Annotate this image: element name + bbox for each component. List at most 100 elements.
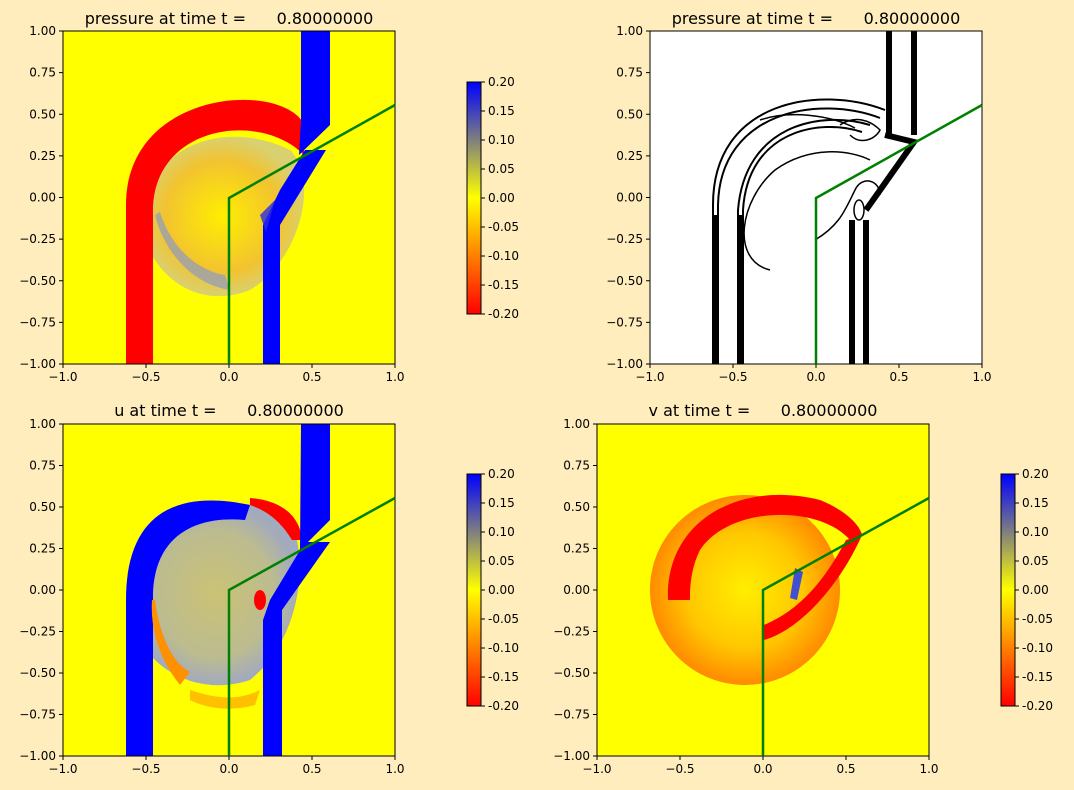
colorbar-tick-label: 0.10: [1022, 525, 1049, 539]
contour-ellipse: [853, 199, 865, 221]
y-tick-label: 1.00: [29, 24, 56, 38]
x-tick-label: −1.0: [635, 370, 664, 384]
colorbar-tick-label: -0.05: [1022, 612, 1053, 626]
y-tick-label: −1.00: [19, 749, 56, 763]
x-axis: −1.0 −0.5 0.0 0.5 1.0: [48, 756, 405, 776]
colorbar-tick-label: 0.00: [1022, 583, 1049, 597]
y-tick-label: 0.75: [29, 66, 56, 80]
y-tick-label: 0.00: [563, 583, 590, 597]
y-tick-label: 0.25: [563, 542, 590, 556]
colorbar-gradient: [466, 473, 482, 707]
pressure-wave-red: [126, 99, 304, 364]
y-tick-label: 1.00: [563, 417, 590, 431]
x-axis: −1.0 −0.5 0.0 0.5 1.0: [635, 364, 992, 384]
y-tick-label: 1.00: [616, 24, 643, 38]
y-tick-label: −1.00: [553, 749, 590, 763]
colorbar-tick-label: 0.10: [488, 133, 515, 147]
x-tick-label: 1.0: [385, 370, 404, 384]
x-axis: −1.0 −0.5 0.0 0.5 1.0: [48, 364, 405, 384]
colorbar-tick-label: -0.10: [488, 641, 519, 655]
disturbance-disc: [130, 502, 300, 686]
y-tick-label: −1.00: [19, 357, 56, 371]
boundary-line: [227, 103, 396, 364]
y-axis: −1.00 −0.75 −0.50 −0.25 0.00 0.25 0.50 0.75 1.00: [553, 417, 597, 763]
x-tick-label: 0.0: [219, 762, 238, 776]
u-red-top: [250, 498, 302, 540]
pressure-wave-blue-lower: [263, 150, 326, 364]
colorbar-tick-label: 0.15: [488, 104, 515, 118]
colorbar-tick-label: -0.15: [1022, 670, 1053, 684]
colorbar-tick-label: -0.10: [488, 249, 519, 263]
y-tick-label: 0.75: [29, 459, 56, 473]
y-tick-label: 1.00: [29, 417, 56, 431]
colorbar: -0.20 -0.15 -0.10 -0.05 0.00 0.05 0.10 0.15 0.20: [466, 467, 519, 713]
colorbar-tick-label: -0.05: [488, 612, 519, 626]
colorbar-tick-label: -0.10: [1022, 641, 1053, 655]
y-tick-label: 0.50: [563, 500, 590, 514]
colorbar: -0.20 -0.15 -0.10 -0.05 0.00 0.05 0.10 0.15 0.20: [466, 75, 519, 321]
y-tick-label: −0.50: [19, 274, 56, 288]
x-tick-label: 1.0: [972, 370, 991, 384]
x-tick-label: −1.0: [48, 762, 77, 776]
contour-band-upper: [886, 31, 917, 135]
y-tick-label: −0.25: [553, 625, 590, 639]
y-tick-label: 0.00: [29, 583, 56, 597]
contour-line: [759, 113, 856, 129]
colorbar-tick-label: 0.20: [1022, 467, 1049, 481]
disc-blue-shade: [155, 212, 230, 290]
x-tick-label: 0.5: [302, 762, 321, 776]
panel-title: v at time t = 0.80000000: [649, 401, 878, 420]
contour-line: [712, 98, 886, 364]
u-orange-low: [190, 690, 260, 709]
colorbar-tick-label: 0.05: [488, 162, 515, 176]
contour-line: [717, 107, 881, 364]
y-tick-label: −0.25: [19, 232, 56, 246]
x-tick-label: 1.0: [385, 762, 404, 776]
panel-u-color: u at time t = 0.80000000 −1.0 −0.5 0.0 0.5 1…: [19, 401, 519, 776]
v-blue-streak: [790, 568, 803, 600]
x-tick-label: −0.5: [131, 370, 160, 384]
u-blue-lower: [263, 542, 330, 756]
panel-title: pressure at time t = 0.80000000: [672, 9, 961, 28]
x-tick-label: −1.0: [48, 370, 77, 384]
pressure-wave-blue-diag: [260, 200, 275, 232]
colorbar-tick-label: 0.00: [488, 583, 515, 597]
y-axis: −1.00 −0.75 −0.50 −0.25 0.00 0.25 0.50 0.75 1.00: [606, 24, 650, 371]
contour-line: [814, 180, 881, 241]
colorbar-tick-label: -0.20: [488, 699, 519, 713]
panel-pressure-color: pressure at time t = 0.80000000 −1.0 −0.5…: [19, 9, 519, 384]
colorbar-tick-label: -0.15: [488, 278, 519, 292]
colorbar-tick-label: 0.20: [488, 467, 515, 481]
colorbar-tick-label: -0.05: [488, 220, 519, 234]
y-tick-label: −0.50: [19, 666, 56, 680]
boundary-line: [814, 103, 983, 364]
y-tick-label: −0.75: [606, 315, 643, 329]
y-tick-label: 0.50: [29, 500, 56, 514]
y-tick-label: −0.75: [553, 708, 590, 722]
contour-band-left: [712, 215, 744, 364]
y-tick-label: 0.25: [29, 149, 56, 163]
u-red-patch: [151, 600, 190, 685]
panel-v-color: v at time t = 0.80000000 −1.0 −0.5 0.0 0.5 1…: [553, 401, 1053, 776]
colorbar: -0.20 -0.15 -0.10 -0.05 0.00 0.05 0.10 0.15 0.20: [1000, 467, 1053, 713]
y-tick-label: −0.25: [19, 625, 56, 639]
x-axis: −1.0 −0.5 0.0 0.5 1.0: [582, 756, 939, 776]
boundary-line: [227, 496, 396, 756]
colorbar-tick-label: 0.00: [488, 191, 515, 205]
x-tick-label: −1.0: [582, 762, 611, 776]
boundary-line: [761, 496, 930, 756]
x-tick-label: −0.5: [718, 370, 747, 384]
v-red-lower: [764, 535, 862, 640]
contour-band-lower: [849, 220, 869, 364]
colorbar-gradient: [1000, 473, 1016, 707]
x-tick-label: 0.0: [219, 370, 238, 384]
y-axis: −1.00 −0.75 −0.50 −0.25 0.00 0.25 0.50 0.75 1.00: [19, 417, 63, 763]
x-tick-label: 1.0: [919, 762, 938, 776]
colorbar-gradient: [466, 81, 482, 315]
u-blue-upper: [300, 424, 330, 550]
y-tick-label: 0.00: [29, 191, 56, 205]
colorbar-tick-label: 0.05: [1022, 554, 1049, 568]
y-tick-label: 0.25: [29, 542, 56, 556]
y-tick-label: −0.50: [553, 666, 590, 680]
